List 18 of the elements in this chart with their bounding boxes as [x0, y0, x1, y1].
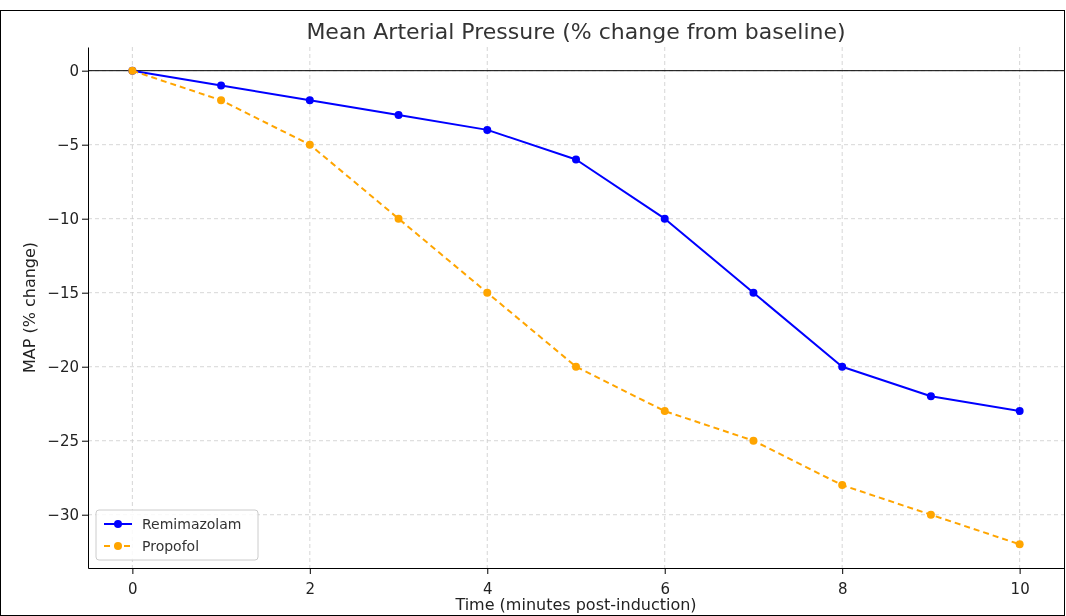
- y-tick-label: −10: [47, 209, 79, 228]
- y-axis-title: MAP (% change): [20, 241, 39, 374]
- y-tick-label: 0: [69, 61, 79, 80]
- x-tick-label: 2: [305, 579, 316, 598]
- x-tick-label: 10: [1010, 579, 1030, 598]
- legend-label: Propofol: [142, 538, 200, 554]
- x-tick-label: 6: [660, 579, 670, 598]
- y-tick-label: −5: [56, 135, 79, 154]
- x-tick-label: 8: [837, 579, 848, 598]
- x-axis-title: Time (minutes post-induction): [454, 595, 697, 614]
- legend-label: Remimazolam: [142, 516, 242, 532]
- y-tick-label: −20: [47, 358, 79, 376]
- y-tick-label: −25: [47, 432, 79, 451]
- y-tick-label: −30: [47, 506, 79, 525]
- y-tick-label: −15: [47, 284, 79, 302]
- x-tick-label: 0: [128, 579, 138, 598]
- x-tick-label: 4: [483, 579, 493, 598]
- chart-title: Mean Arterial Pressure (% change from baseline): [306, 19, 846, 44]
